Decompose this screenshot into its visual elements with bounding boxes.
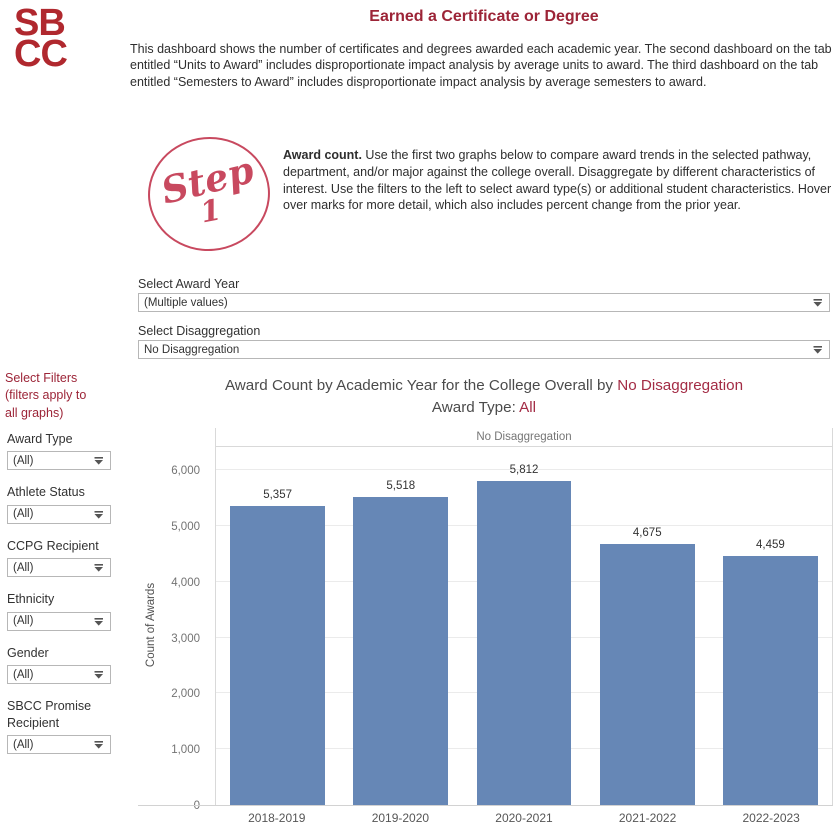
x-label-2020-2021: 2020-2021 xyxy=(495,811,553,825)
filter-award-type-label: Award Type xyxy=(7,431,73,446)
bar-2019-2020[interactable] xyxy=(353,497,449,805)
y-tick-3000: 3,000 xyxy=(171,632,200,645)
disaggregation-value: No Disaggregation xyxy=(144,343,240,356)
filters-sidebar: Select Filters (filters apply to all gra… xyxy=(5,370,113,755)
filter-ethnicity-value: (All) xyxy=(13,615,34,628)
x-label-2018-2019: 2018-2019 xyxy=(248,811,306,825)
x-axis-labels: 2018-2019 2019-2020 2020-2021 2021-2022 2022… xyxy=(215,811,833,825)
filter-ethnicity-dropdown[interactable]: (All) xyxy=(7,611,111,631)
filter-gender: Gender (All) xyxy=(5,645,113,685)
filter-athlete-status-dropdown[interactable]: (All) xyxy=(7,504,111,524)
filter-ccpg-recipient-value: (All) xyxy=(13,561,34,574)
bar-2020-2021[interactable] xyxy=(476,480,572,805)
award-year-dropdown[interactable]: (Multiple values) xyxy=(138,293,830,312)
filter-sbcc-promise-recipient-value: (All) xyxy=(13,738,34,751)
bar-value-label-2019-2020: 5,518 xyxy=(386,480,416,493)
bar-2021-2022[interactable] xyxy=(599,544,695,805)
filters-container: Award Type (All) Athlete Status (All) CCPG R… xyxy=(5,431,113,755)
filter-sbcc-promise-recipient: SBCC Promise Recipient (All) xyxy=(5,698,113,755)
sbcc-logo-line2: CC xyxy=(14,33,68,75)
disaggregation-dropdown[interactable]: No Disaggregation xyxy=(138,340,830,359)
filter-sbcc-promise-recipient-dropdown[interactable]: (All) xyxy=(7,735,111,755)
chart-pane: No Disaggregation 5,357 5,518 5,812 4,675 4,… xyxy=(215,428,833,805)
step-body: Use the first two graphs below to compar… xyxy=(283,148,832,213)
y-tick-4000: 4,000 xyxy=(171,576,200,589)
filter-award-type: Award Type (All) xyxy=(5,431,113,471)
chevron-down-icon xyxy=(813,298,823,307)
bar-slot-2022-2023: 4,459 xyxy=(709,447,832,805)
y-tick-0: 0 xyxy=(193,800,200,812)
bar-value-label-2021-2022: 4,675 xyxy=(632,527,662,540)
bar-2018-2019[interactable] xyxy=(230,506,326,805)
y-tick-5000: 5,000 xyxy=(171,521,200,534)
bar-slot-2020-2021: 5,812 xyxy=(462,447,585,805)
filter-gender-value: (All) xyxy=(13,668,34,681)
filter-ccpg-recipient-dropdown[interactable]: (All) xyxy=(7,558,111,578)
page-description: This dashboard shows the number of certi… xyxy=(130,42,832,89)
filter-ccpg-recipient: CCPG Recipient (All) xyxy=(5,538,113,578)
bar-slot-2018-2019: 5,357 xyxy=(216,447,339,805)
filter-athlete-status: Athlete Status (All) xyxy=(5,484,113,524)
filter-award-type-dropdown[interactable]: (All) xyxy=(7,451,111,471)
sbcc-logo-line1: SB xyxy=(14,2,66,44)
award-year-value: (Multiple values) xyxy=(144,296,228,309)
chart-title-prefix: Award Count by Academic Year for the Col… xyxy=(224,377,618,394)
filter-sbcc-promise-recipient-label: SBCC Promise Recipient xyxy=(7,699,92,730)
step-instructions: Award count. Use the first two graphs be… xyxy=(283,147,836,214)
chevron-down-icon xyxy=(94,670,104,679)
filter-ethnicity-label: Ethnicity xyxy=(7,592,55,607)
step-1-badge: Step 1 xyxy=(143,131,275,257)
bar-value-label-2020-2021: 5,812 xyxy=(509,463,539,476)
chart-subtitle-prefix: Award Type: xyxy=(431,399,520,416)
x-label-2021-2022: 2021-2022 xyxy=(618,811,677,825)
step-lead: Award count. xyxy=(283,148,362,162)
y-tick-6000: 6,000 xyxy=(171,465,200,478)
page-title: Earned a Certificate or Degree xyxy=(369,8,599,25)
y-axis-ticks: 0 1,000 2,000 3,000 4,000 5,000 6,000 xyxy=(138,447,200,812)
chart-subtitle-highlight: All xyxy=(519,399,537,416)
pane-header: No Disaggregation xyxy=(216,428,832,447)
x-label-2019-2020: 2019-2020 xyxy=(371,811,430,825)
step-badge-number: 1 xyxy=(197,192,224,230)
disaggregation-label: Select Disaggregation xyxy=(138,324,261,338)
y-tick-2000: 2,000 xyxy=(171,688,200,701)
filter-gender-dropdown[interactable]: (All) xyxy=(7,665,111,685)
bar-2022-2023[interactable] xyxy=(722,556,818,805)
bar-value-label-2018-2019: 5,357 xyxy=(263,489,292,502)
bar-value-label-2022-2023: 4,459 xyxy=(756,539,785,552)
chevron-down-icon xyxy=(94,510,104,519)
chevron-down-icon xyxy=(94,456,104,465)
chart-title-highlight: No Disaggregation xyxy=(617,377,744,394)
bar-slot-2019-2020: 5,518 xyxy=(339,447,462,805)
filter-award-type-value: (All) xyxy=(13,454,34,467)
y-tick-1000: 1,000 xyxy=(171,744,200,757)
filter-ccpg-recipient-label: CCPG Recipient xyxy=(7,538,99,553)
filters-heading: Select Filters (filters apply to all gra… xyxy=(5,371,87,420)
plot-area: 5,357 5,518 5,812 4,675 4,459 xyxy=(216,447,832,805)
gridline-6000 xyxy=(216,469,832,471)
x-label-2022-2023: 2022-2023 xyxy=(742,811,800,825)
sbcc-logo: SB CC xyxy=(14,2,68,75)
filter-athlete-status-label: Athlete Status xyxy=(7,485,85,500)
chevron-down-icon xyxy=(813,345,823,354)
award-year-label: Select Award Year xyxy=(138,277,240,291)
x-axis-line xyxy=(138,805,833,806)
filter-gender-label: Gender xyxy=(7,645,49,660)
bar-slot-2021-2022: 4,675 xyxy=(586,447,709,805)
chart-subtitle: Award Type: All xyxy=(130,399,838,416)
chart-title: Award Count by Academic Year for the Col… xyxy=(130,377,838,394)
filter-ethnicity: Ethnicity (All) xyxy=(5,591,113,631)
chevron-down-icon xyxy=(94,617,104,626)
chevron-down-icon xyxy=(94,563,104,572)
filter-athlete-status-value: (All) xyxy=(13,508,34,521)
chevron-down-icon xyxy=(94,740,104,749)
bars: 5,357 5,518 5,812 4,675 4,459 xyxy=(216,447,832,805)
